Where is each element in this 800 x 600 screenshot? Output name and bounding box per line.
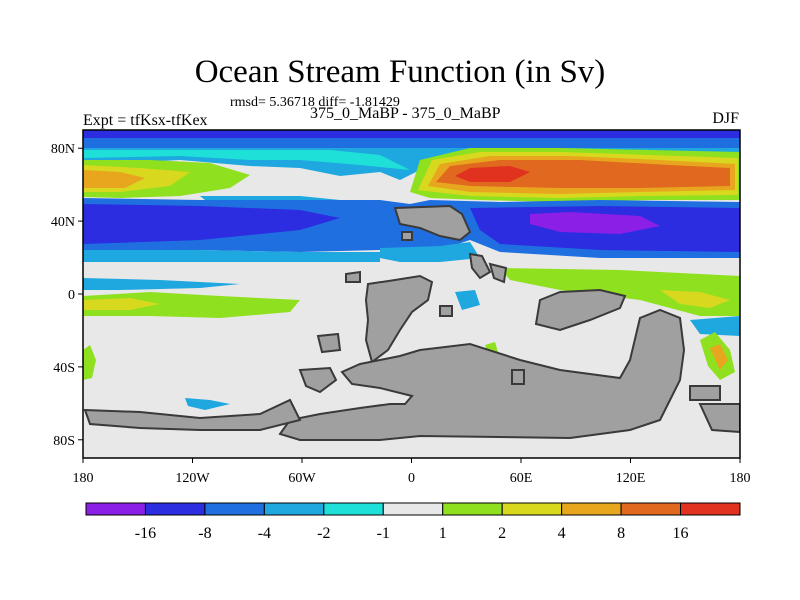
south-cyan-patch (185, 398, 230, 410)
land-northern-islet (401, 231, 413, 241)
colorbar-swatch (263, 502, 325, 516)
south-positive-west (83, 345, 96, 380)
midlat-cyan-edge (380, 242, 480, 262)
y-tick-label: 80N (51, 142, 75, 157)
atlantic-cyan-patch (455, 290, 480, 310)
colorbar-swatch (442, 502, 503, 516)
land-antarctic-west (83, 398, 302, 431)
colorbar-label: -2 (317, 525, 330, 542)
stats-label: rmsd= 5.36718 diff= -1.81429 (230, 95, 400, 110)
x-tick-label: 180 (730, 471, 751, 486)
x-tick-label: 120W (175, 471, 210, 486)
land-eastern-continent (534, 288, 627, 332)
land-arabia-islet (488, 262, 508, 284)
colorbar-label: 16 (673, 525, 689, 542)
season-label: DJF (712, 110, 739, 127)
y-tick-label: 80S (53, 434, 75, 449)
x-tick-label: 0 (408, 471, 415, 486)
south-positive-east-core (710, 344, 728, 370)
x-tick-label: 60E (510, 471, 533, 486)
colorbar-label: 4 (558, 525, 566, 542)
north-cyan-zone (83, 150, 410, 170)
tropical-positive-west (83, 292, 300, 318)
land-northern (393, 204, 472, 242)
colorbar-label: 1 (439, 525, 447, 542)
west-positive-core (83, 170, 145, 188)
arctic-band-lower (83, 138, 740, 148)
arctic-band (83, 130, 740, 138)
tropical-cyan-east (690, 316, 740, 336)
colorbar-swatch (144, 502, 206, 516)
x-tick-label: 120E (616, 471, 646, 486)
colorbar-swatch (620, 502, 682, 516)
land-islet-1 (316, 332, 342, 354)
northeast-positive-max (455, 166, 530, 182)
colorbar-swatch (204, 502, 265, 516)
north-neutral-gap (260, 172, 420, 196)
y-tick-label: 40S (53, 361, 75, 376)
tropical-positive-east-core (660, 290, 730, 308)
colorbar-label: -8 (198, 525, 211, 542)
east-midlat-negative-max (530, 212, 660, 234)
chart-title: Ocean Stream Function (in Sv) (194, 54, 606, 90)
y-tick-label: 40N (51, 215, 75, 230)
colorbar: -16 -8 -4 -2 -1 1 2 4 8 16 (85, 502, 741, 542)
land-antarctic-east (698, 403, 740, 434)
land-islet-2 (511, 369, 525, 385)
land-islet-3 (689, 385, 721, 401)
colorbar-swatch (323, 502, 384, 516)
land-central-continent (364, 274, 434, 364)
map-field (83, 130, 740, 458)
tropical-cyan-west (83, 278, 240, 290)
colorbar-label: -16 (135, 525, 156, 542)
x-tick-label: 60W (288, 471, 316, 486)
colorbar-swatch (501, 502, 563, 516)
colorbar-swatch (382, 502, 444, 516)
y-axis: 80N 40N 0 40S 80S (51, 142, 83, 449)
colorbar-swatch (85, 502, 146, 516)
colorbar-label: -1 (377, 525, 390, 542)
tropical-positive-west-core (83, 298, 160, 310)
land-islet-4 (345, 270, 361, 283)
y-tick-label: 0 (68, 288, 75, 303)
land-islet-5 (439, 305, 453, 317)
land-south-western-block (298, 366, 338, 394)
colorbar-swatch (680, 502, 741, 516)
land-southern-continent (278, 308, 686, 441)
experiment-name: 375_0_MaBP - 375_0_MaBP (310, 105, 501, 122)
land-arabia (468, 252, 492, 280)
colorbar-label: 2 (498, 525, 506, 542)
experiment-label: Expt = tfKsx-tfKex (83, 112, 208, 129)
colorbar-swatch (561, 502, 622, 516)
colorbar-label: -4 (258, 525, 271, 542)
x-axis: 180 120W 60W 0 60E 120E 180 (73, 458, 751, 486)
colorbar-label: 8 (617, 525, 625, 542)
antarctic-margin (83, 436, 740, 458)
land-layer (83, 204, 740, 441)
west-midlat-negative (83, 204, 340, 244)
x-tick-label: 180 (73, 471, 94, 486)
midlat-cyan-lower (83, 250, 380, 262)
